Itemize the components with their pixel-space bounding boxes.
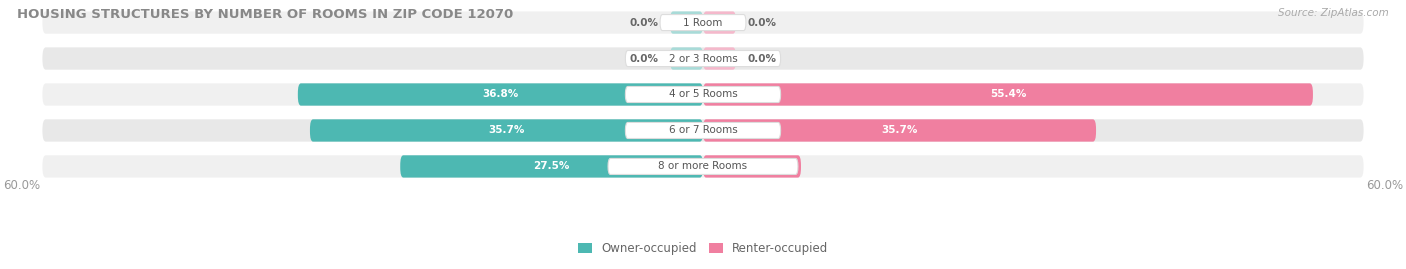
Text: 6 or 7 Rooms: 6 or 7 Rooms [669, 125, 737, 136]
Legend: Owner-occupied, Renter-occupied: Owner-occupied, Renter-occupied [572, 238, 834, 260]
FancyBboxPatch shape [42, 11, 1364, 34]
Text: 8.9%: 8.9% [738, 161, 766, 171]
FancyBboxPatch shape [298, 83, 703, 106]
FancyBboxPatch shape [626, 122, 780, 139]
FancyBboxPatch shape [607, 158, 799, 175]
Text: HOUSING STRUCTURES BY NUMBER OF ROOMS IN ZIP CODE 12070: HOUSING STRUCTURES BY NUMBER OF ROOMS IN… [17, 8, 513, 21]
Text: 1 Room: 1 Room [683, 17, 723, 27]
FancyBboxPatch shape [42, 155, 1364, 178]
FancyBboxPatch shape [42, 119, 1364, 141]
FancyBboxPatch shape [401, 155, 703, 178]
Text: 35.7%: 35.7% [882, 125, 918, 136]
Text: 60.0%: 60.0% [3, 179, 39, 192]
FancyBboxPatch shape [703, 119, 1097, 141]
FancyBboxPatch shape [703, 83, 1313, 106]
Text: 0.0%: 0.0% [747, 17, 776, 27]
FancyBboxPatch shape [703, 155, 801, 178]
Text: 27.5%: 27.5% [533, 161, 569, 171]
Text: 2 or 3 Rooms: 2 or 3 Rooms [669, 54, 737, 63]
Text: 35.7%: 35.7% [488, 125, 524, 136]
FancyBboxPatch shape [703, 47, 735, 70]
Text: 55.4%: 55.4% [990, 90, 1026, 100]
Text: 4 or 5 Rooms: 4 or 5 Rooms [669, 90, 737, 100]
FancyBboxPatch shape [671, 11, 703, 34]
Text: Source: ZipAtlas.com: Source: ZipAtlas.com [1278, 8, 1389, 18]
Text: 0.0%: 0.0% [630, 54, 659, 63]
Text: 0.0%: 0.0% [747, 54, 776, 63]
FancyBboxPatch shape [659, 15, 747, 31]
FancyBboxPatch shape [42, 83, 1364, 106]
Text: 36.8%: 36.8% [482, 90, 519, 100]
FancyBboxPatch shape [626, 86, 780, 102]
Text: 0.0%: 0.0% [630, 17, 659, 27]
FancyBboxPatch shape [42, 47, 1364, 70]
Text: 60.0%: 60.0% [1367, 179, 1403, 192]
FancyBboxPatch shape [703, 11, 735, 34]
FancyBboxPatch shape [309, 119, 703, 141]
Text: 8 or more Rooms: 8 or more Rooms [658, 161, 748, 171]
FancyBboxPatch shape [626, 51, 780, 66]
FancyBboxPatch shape [671, 47, 703, 70]
